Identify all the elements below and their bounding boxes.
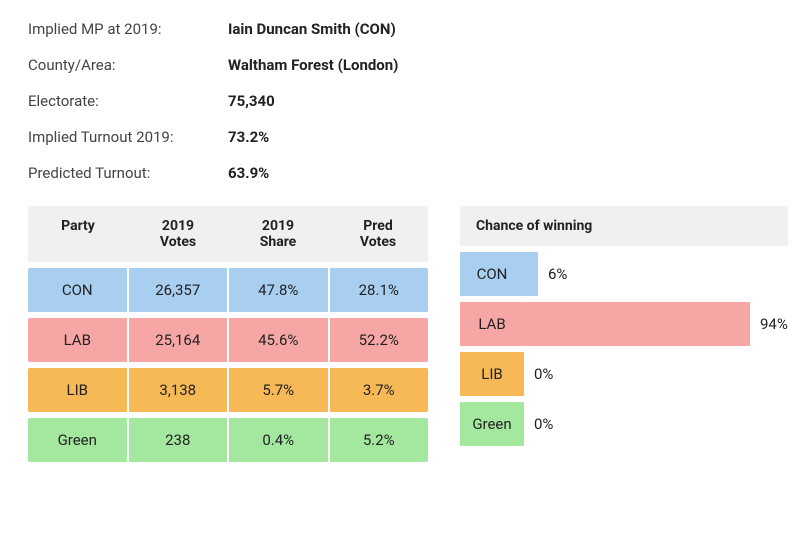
info-label: Predicted Turnout: — [28, 164, 228, 182]
table-cell: 5.2% — [330, 418, 429, 462]
win-row: LAB 94% — [460, 302, 788, 346]
win-row: CON 6% — [460, 252, 788, 296]
table-cell: 25,164 — [129, 318, 230, 362]
win-bar-area: 6% — [524, 252, 788, 296]
win-pct-label: 0% — [534, 415, 553, 433]
table-cell: 0.4% — [229, 418, 330, 462]
info-block: Implied MP at 2019:Iain Duncan Smith (CO… — [28, 20, 782, 182]
win-party-label: LIB — [460, 352, 524, 396]
info-value: 75,340 — [228, 92, 275, 110]
win-chance-table: Chance of winning CON 6% LAB 94% LIB 0% Green 0… — [460, 206, 788, 462]
table-cell: 45.6% — [229, 318, 330, 362]
win-party-label: LAB — [460, 302, 524, 346]
table-cell: Green — [28, 418, 129, 462]
info-row: Electorate:75,340 — [28, 92, 782, 110]
table-cell: 3.7% — [330, 368, 429, 412]
info-label: County/Area: — [28, 56, 228, 74]
table-cell: LAB — [28, 318, 129, 362]
info-value: Waltham Forest (London) — [228, 56, 398, 74]
win-row: Green 0% — [460, 402, 788, 446]
win-pct-label: 94% — [760, 315, 788, 333]
info-value: 73.2% — [228, 128, 269, 146]
votes-header-cell: Party — [28, 206, 128, 262]
info-row: Implied MP at 2019:Iain Duncan Smith (CO… — [28, 20, 782, 38]
table-cell: 3,138 — [129, 368, 230, 412]
win-bar-area: 0% — [524, 352, 788, 396]
info-value: 63.9% — [228, 164, 269, 182]
info-label: Implied Turnout 2019: — [28, 128, 228, 146]
info-row: County/Area:Waltham Forest (London) — [28, 56, 782, 74]
table-cell: CON — [28, 268, 129, 312]
table-cell: 52.2% — [330, 318, 429, 362]
info-row: Predicted Turnout:63.9% — [28, 164, 782, 182]
win-party-label: CON — [460, 252, 524, 296]
win-pct-label: 6% — [548, 265, 567, 283]
votes-header-cell: PredVotes — [328, 206, 428, 262]
win-bar — [524, 252, 538, 296]
table-row: CON26,35747.8%28.1% — [28, 268, 428, 312]
info-value: Iain Duncan Smith (CON) — [228, 20, 396, 38]
table-cell: 47.8% — [229, 268, 330, 312]
votes-table: Party2019Votes2019SharePredVotes CON26,3… — [28, 206, 428, 462]
win-row: LIB 0% — [460, 352, 788, 396]
win-pct-label: 0% — [534, 365, 553, 383]
table-cell: 238 — [129, 418, 230, 462]
win-bar-area: 0% — [524, 402, 788, 446]
info-row: Implied Turnout 2019:73.2% — [28, 128, 782, 146]
table-cell: LIB — [28, 368, 129, 412]
table-cell: 26,357 — [129, 268, 230, 312]
votes-header-cell: 2019Share — [228, 206, 328, 262]
win-header: Chance of winning — [460, 206, 788, 246]
table-row: LAB25,16445.6%52.2% — [28, 318, 428, 362]
win-bar — [524, 302, 750, 346]
table-cell: 5.7% — [229, 368, 330, 412]
table-row: Green2380.4%5.2% — [28, 418, 428, 462]
votes-header-cell: 2019Votes — [128, 206, 228, 262]
win-party-label: Green — [460, 402, 524, 446]
table-cell: 28.1% — [330, 268, 429, 312]
table-row: LIB3,1385.7%3.7% — [28, 368, 428, 412]
info-label: Implied MP at 2019: — [28, 20, 228, 38]
win-bar-area: 94% — [524, 302, 788, 346]
info-label: Electorate: — [28, 92, 228, 110]
